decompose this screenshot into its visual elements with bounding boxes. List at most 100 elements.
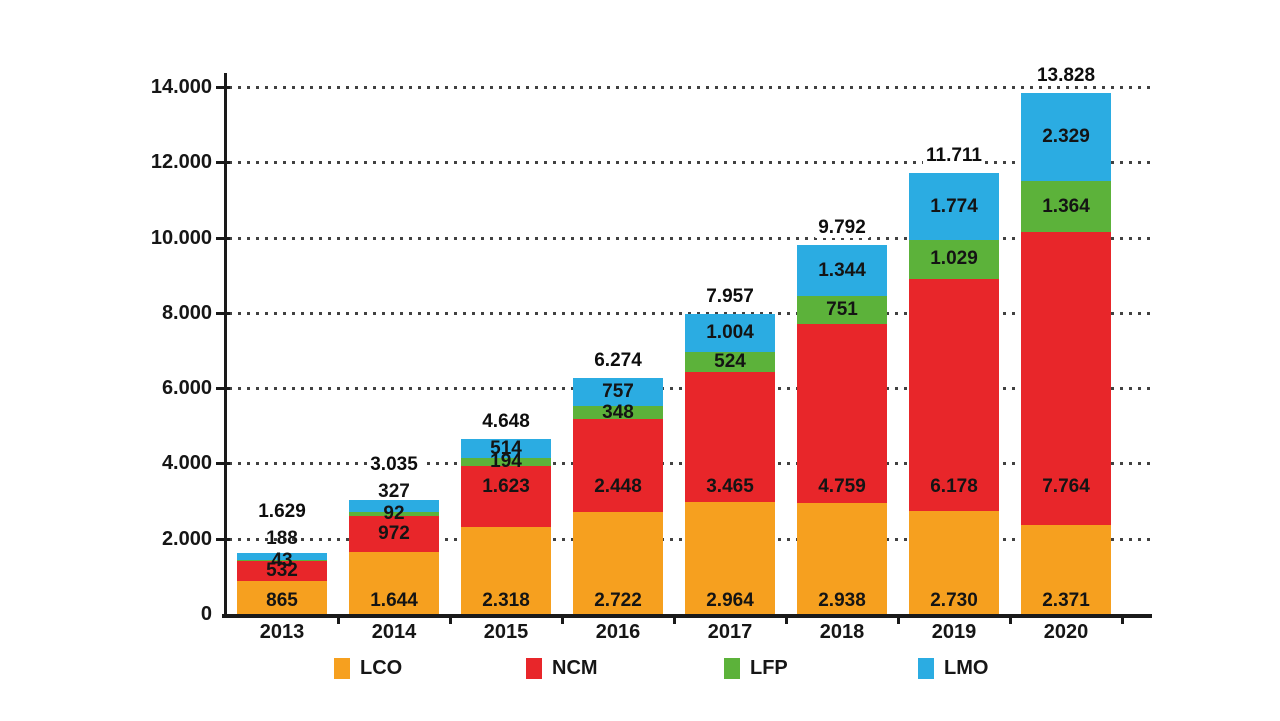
total-label-2014: 3.035 — [367, 454, 421, 475]
x-axis-label-2013: 2013 — [259, 621, 305, 643]
total-label-2016: 6.274 — [591, 350, 645, 371]
x-axis-tick — [1120, 614, 1124, 624]
segment-label-LFP-2016: 348 — [602, 401, 634, 423]
segment-label-LCO-2016: 2.722 — [594, 590, 642, 611]
segment-label-NCM-2014: 972 — [378, 522, 410, 544]
gridline — [229, 161, 1150, 165]
bar-segment-LCO-2013 — [237, 581, 327, 614]
segment-label-LCO-2015: 2.318 — [482, 590, 530, 611]
total-label-2020: 13.828 — [1033, 66, 1099, 87]
segment-label-LCO-2013: 865 — [266, 590, 298, 611]
bar-segment-LCO-2015 — [461, 526, 551, 614]
bar-segment-NCM-2020 — [1021, 232, 1111, 525]
bar-segment-LMO-2019 — [909, 173, 999, 240]
segment-label-LMO-2017: 1.004 — [706, 322, 754, 344]
x-axis-label-2019: 2019 — [931, 621, 977, 643]
segment-label-LFP-2017: 524 — [714, 351, 746, 373]
bar-segment-LCO-2020 — [1021, 524, 1111, 614]
x-axis-label-2016: 2016 — [595, 621, 641, 643]
bar-segment-LCO-2017 — [685, 502, 775, 614]
segment-label-LFP-2013: 43 — [271, 549, 293, 571]
segment-label-LCO-2020: 2.371 — [1042, 590, 1090, 611]
bar-segment-NCM-2014 — [349, 515, 439, 553]
segment-label-LCO-2019: 2.730 — [930, 590, 978, 611]
x-axis-label-2015: 2015 — [483, 621, 529, 643]
y-axis-label: 0 — [200, 603, 212, 625]
segment-label-NCM-2019: 6.178 — [930, 476, 978, 497]
y-axis-label: 12.000 — [150, 151, 212, 174]
bar-segment-NCM-2013 — [237, 561, 327, 582]
segment-label-LFP-2015: 194 — [490, 450, 522, 472]
segment-label-LMO-2015: 514 — [490, 437, 522, 459]
legend-label-LMO: LMO — [944, 657, 989, 679]
bar-segment-LMO-2014 — [349, 499, 439, 513]
bar-segment-LCO-2018 — [797, 503, 887, 614]
y-axis-label: 6.000 — [161, 377, 212, 400]
segment-label-NCM-2018: 4.759 — [818, 476, 866, 497]
bar-segment-LFP-2014 — [349, 512, 439, 516]
bar-segment-LCO-2016 — [573, 511, 663, 614]
bar-segment-LMO-2016 — [573, 377, 663, 407]
x-axis-tick — [672, 614, 676, 624]
bar-segment-LMO-2015 — [461, 438, 551, 459]
segment-label-LFP-2014: 92 — [383, 502, 405, 524]
segment-label-LMO-2013: 188 — [266, 527, 298, 549]
x-axis-label-2020: 2020 — [1043, 621, 1089, 643]
x-axis-tick — [560, 614, 564, 624]
segment-label-LMO-2014: 327 — [378, 480, 410, 502]
x-axis-line — [222, 614, 1152, 618]
segment-label-LFP-2019: 1.029 — [930, 248, 978, 270]
bar-segment-LFP-2015 — [461, 458, 551, 466]
x-axis-label-2014: 2014 — [371, 621, 417, 643]
x-axis-tick — [784, 614, 788, 624]
legend-swatch-LCO — [334, 658, 350, 679]
bar-segment-LMO-2018 — [797, 245, 887, 296]
y-axis-tick — [216, 86, 230, 89]
segment-label-LFP-2018: 751 — [826, 299, 858, 321]
bar-segment-LCO-2019 — [909, 511, 999, 614]
y-axis-tick — [216, 537, 230, 541]
bar-segment-NCM-2016 — [573, 419, 663, 512]
bar-segment-NCM-2017 — [685, 371, 775, 503]
x-axis-label-2017: 2017 — [707, 621, 753, 643]
y-axis-tick — [216, 462, 230, 466]
gridline — [229, 86, 1150, 89]
bar-segment-LFP-2017 — [685, 352, 775, 372]
bar-segment-LMO-2013 — [237, 552, 327, 560]
bar-segment-LFP-2019 — [909, 239, 999, 279]
total-label-2017: 7.957 — [703, 287, 757, 308]
bar-segment-LFP-2020 — [1021, 181, 1111, 233]
segment-label-NCM-2015: 1.623 — [482, 476, 530, 497]
bar-segment-NCM-2018 — [797, 324, 887, 504]
bar-segment-LFP-2013 — [237, 559, 327, 562]
bar-segment-LFP-2016 — [573, 406, 663, 420]
gridline — [229, 311, 1150, 315]
y-axis-tick — [216, 311, 230, 315]
y-axis-label: 2.000 — [161, 527, 212, 550]
x-axis-label-2018: 2018 — [819, 621, 865, 643]
segment-label-LMO-2020: 2.329 — [1042, 126, 1090, 148]
x-axis-tick — [1008, 614, 1012, 624]
segment-label-LCO-2018: 2.938 — [818, 590, 866, 611]
segment-label-LMO-2018: 1.344 — [818, 259, 866, 281]
total-label-2013: 1.629 — [255, 501, 309, 522]
y-axis-tick — [216, 236, 230, 240]
segment-label-NCM-2017: 3.465 — [706, 476, 754, 497]
total-label-2018: 9.792 — [815, 218, 869, 239]
bar-segment-LMO-2020 — [1021, 93, 1111, 182]
bar-segment-LFP-2018 — [797, 295, 887, 325]
segment-label-LMO-2016: 757 — [602, 381, 634, 403]
gridline — [229, 236, 1150, 240]
bar-segment-LMO-2017 — [685, 314, 775, 353]
y-axis-label: 14.000 — [150, 76, 212, 98]
y-axis-tick — [216, 161, 230, 165]
legend-swatch-NCM — [526, 658, 542, 679]
x-axis-tick — [896, 614, 900, 624]
segment-label-LMO-2019: 1.774 — [930, 195, 978, 217]
total-label-2019: 11.711 — [922, 146, 986, 167]
segment-label-LCO-2014: 1.644 — [370, 590, 418, 611]
total-label-2015: 4.648 — [479, 411, 533, 432]
bar-segment-NCM-2015 — [461, 465, 551, 527]
y-axis-label: 8.000 — [161, 301, 212, 324]
